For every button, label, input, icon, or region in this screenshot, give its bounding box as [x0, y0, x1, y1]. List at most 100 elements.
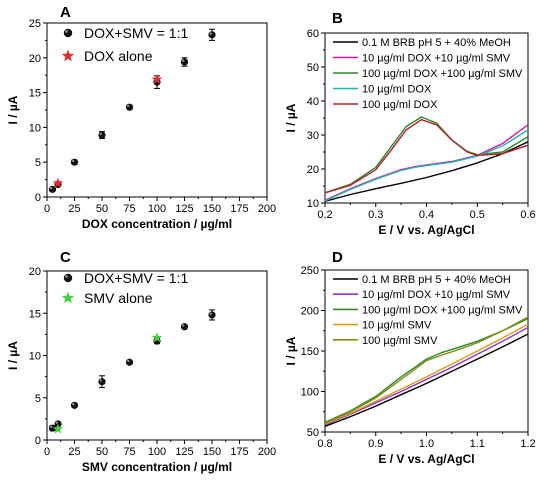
series-line-3 — [325, 323, 528, 425]
panel-letter-B: B — [332, 10, 343, 27]
x-tick-label: 0.6 — [520, 209, 535, 221]
legend-label-2: 100 µg/ml DOX +100 µg/ml SMV — [362, 68, 523, 80]
data-point-highlight — [182, 324, 185, 327]
y-axis-label: I / µA — [6, 95, 20, 124]
x-tick-label: 0.8 — [317, 438, 332, 450]
y-axis-label: I / µA — [284, 103, 298, 132]
x-tick-label: 125 — [175, 203, 193, 215]
legend-marker-1 — [61, 291, 75, 304]
data-point — [70, 158, 79, 166]
legend-label-0: DOX+SMV = 1:1 — [84, 270, 188, 286]
x-tick-label: 0 — [44, 446, 50, 458]
data-point-highlight — [72, 159, 75, 163]
x-tick-label: 75 — [123, 446, 135, 458]
series-line-2 — [325, 317, 528, 423]
x-tick-label: 175 — [230, 446, 248, 458]
data-point — [98, 378, 106, 386]
data-point-highlight — [99, 379, 102, 382]
y-tick-label: 10 — [29, 351, 41, 363]
data-point-highlight — [55, 421, 58, 424]
y-tick-label: 250 — [301, 265, 319, 277]
plot-area — [48, 309, 216, 434]
legend-label-0: DOX+SMV = 1:1 — [84, 25, 188, 41]
data-star — [151, 73, 163, 84]
data-point-highlight — [209, 32, 212, 35]
data-star — [52, 177, 64, 188]
x-tick-label: 25 — [68, 203, 80, 215]
y-tick-label: 30 — [307, 130, 319, 142]
data-point-highlight — [99, 132, 102, 135]
x-tick-label: 1.0 — [419, 438, 434, 450]
data-point-highlight — [72, 402, 75, 406]
y-tick-label: 200 — [301, 306, 319, 318]
legend-label-3: 10 µg/ml DOX — [362, 84, 432, 96]
data-point-highlight — [182, 59, 185, 62]
data-point-highlight — [50, 186, 53, 190]
y-tick-label: 10 — [307, 198, 319, 210]
data-point — [208, 31, 216, 39]
y-axis-label: I / µA — [284, 336, 298, 365]
plot-frame — [46, 270, 268, 441]
y-tick-label: 15 — [29, 308, 41, 320]
y-tick-label: 20 — [29, 266, 41, 278]
series-line-1 — [325, 124, 528, 201]
data-point — [125, 358, 134, 366]
legend-label-3: 10 µg/ml SMV — [362, 320, 432, 332]
data-point-highlight — [209, 312, 212, 315]
x-tick-label: 100 — [148, 203, 166, 215]
x-tick-label: 0.9 — [368, 438, 383, 450]
x-tick-label: 75 — [123, 203, 135, 215]
series-line-0 — [325, 141, 528, 202]
x-tick-label: 50 — [96, 446, 108, 458]
y-axis-label: I / µA — [6, 341, 20, 370]
data-point — [180, 323, 189, 331]
legend-marker-1 — [61, 49, 75, 62]
legend-label-0: 0.1 M BRB pH 5 + 40% MeOH — [362, 37, 511, 49]
data-point — [208, 311, 216, 319]
series-line-4 — [325, 119, 528, 194]
data-point — [125, 103, 134, 111]
x-tick-label: 100 — [148, 446, 166, 458]
x-tick-label: 200 — [258, 203, 276, 215]
x-tick-label: 150 — [203, 446, 221, 458]
x-axis-label: DOX concentration / µg/ml — [82, 217, 232, 231]
x-tick-label: 0.5 — [470, 209, 485, 221]
y-tick-label: 5 — [35, 157, 41, 169]
panel-letter-A: A — [60, 4, 71, 21]
series-line-0 — [325, 333, 528, 427]
data-point — [70, 401, 79, 409]
legend-label-2: 100 µg/ml DOX +100 µg/ml SMV — [362, 304, 523, 316]
data-point-highlight — [50, 425, 53, 429]
y-tick-label: 10 — [29, 122, 41, 134]
data-point — [98, 131, 106, 139]
series-line-4 — [325, 316, 528, 424]
y-tick-label: 50 — [307, 62, 319, 74]
y-tick-label: 20 — [307, 164, 319, 176]
y-tick-label: 15 — [29, 88, 41, 100]
y-tick-label: 50 — [307, 427, 319, 439]
x-tick-label: 150 — [203, 203, 221, 215]
y-tick-label: 150 — [301, 346, 319, 358]
panel-C: C 0 25 50 75 100 125 150 175 200 0 5 10 15 20 SMV conce… — [6, 249, 276, 474]
data-star — [52, 423, 64, 434]
legend-marker-0 — [63, 273, 73, 283]
plot-area — [48, 28, 216, 193]
legend-label-4: 100 µg/ml DOX — [362, 99, 438, 111]
series-line-3 — [325, 129, 528, 202]
x-tick-label: 25 — [68, 446, 80, 458]
series-line-1 — [325, 326, 528, 426]
x-tick-label: 200 — [258, 446, 276, 458]
x-axis-label: E / V vs. Ag/AgCl — [378, 452, 474, 466]
plot-frame — [46, 22, 268, 198]
legend-marker-0-highlight — [65, 30, 68, 33]
y-tick-label: 60 — [307, 28, 319, 40]
x-tick-label: 0.2 — [317, 209, 332, 221]
data-star — [151, 332, 163, 343]
panel-D: D 0.8 0.9 1.0 1.1 1.2 50 100 150 200 250 E / V vs. … — [284, 249, 536, 466]
y-tick-label: 0 — [35, 435, 41, 447]
y-tick-label: 40 — [307, 96, 319, 108]
data-point-highlight — [127, 359, 130, 363]
x-tick-label: 1.1 — [470, 438, 485, 450]
legend-label-0: 0.1 M BRB pH 5 + 40% MeOH — [362, 274, 511, 286]
